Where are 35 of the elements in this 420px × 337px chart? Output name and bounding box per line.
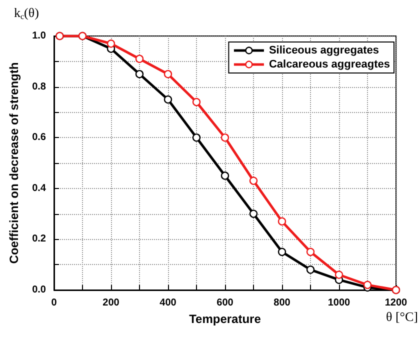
x-tick-label: 1000 (328, 298, 351, 308)
point (164, 70, 172, 78)
point (220, 134, 230, 142)
y-tick-label: 0.4 (32, 182, 46, 194)
legend-label: Calcareous aggreagtes (268, 58, 390, 70)
point (306, 248, 315, 256)
point (363, 280, 372, 290)
x-tick-label: 0 (51, 298, 58, 308)
text: θ [°C] (386, 309, 418, 324)
y-tick-label: 0.2 (32, 234, 46, 245)
point (278, 217, 286, 226)
point (249, 210, 258, 218)
x-axis-title: Temperature (189, 312, 262, 326)
point (278, 248, 286, 256)
x-tick-label: 800 (274, 298, 291, 308)
point (192, 98, 201, 106)
point (249, 176, 258, 185)
point (135, 70, 144, 78)
point (220, 172, 230, 180)
y-tick-label: 0.8 (32, 81, 46, 92)
point (164, 95, 172, 104)
point (135, 54, 144, 63)
x-tick-label: 400 (160, 298, 177, 308)
point (306, 266, 315, 274)
y-tick-label: 1.0 (32, 30, 46, 42)
y-tick-label: 0.6 (32, 132, 46, 144)
y-axis-title: Coefficient on decrease of strength (7, 62, 21, 264)
point (106, 40, 116, 48)
x-tick-label: 600 (216, 298, 234, 308)
y-tick-label: 0.0 (32, 284, 46, 296)
point (334, 270, 344, 279)
legend-label: Siliceous aggregates (268, 44, 379, 56)
x-tick-label: 200 (102, 298, 120, 308)
x-tick-label: 1200 (384, 298, 408, 308)
point (192, 134, 201, 142)
